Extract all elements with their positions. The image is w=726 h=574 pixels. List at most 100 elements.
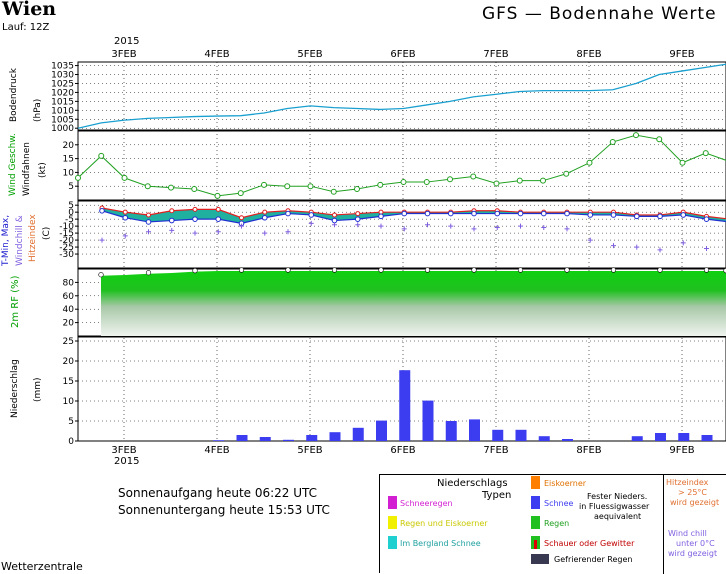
precip-bar (655, 433, 666, 441)
rh-point (331, 267, 338, 273)
precip-bar (538, 436, 550, 441)
precip-bar (352, 427, 364, 441)
precip-tick-label: 5 (68, 417, 74, 427)
pressure-tick-label: 1000 (51, 124, 74, 134)
panel-frame-temp (77, 200, 726, 269)
precip-bar (306, 435, 318, 441)
year-label-bottom: 2015 (114, 456, 140, 467)
windchill-marker (262, 230, 268, 236)
tmax-point (355, 211, 361, 217)
swatch-gefrierend (531, 554, 549, 564)
windchill-marker (425, 222, 430, 228)
tmin-point (145, 219, 152, 225)
wind-series-line (77, 134, 726, 197)
precipitation-type-legend: Niederschlags Typen Schneeregen Regen un… (379, 474, 726, 574)
pressure-tick-label: 1015 (51, 97, 74, 107)
wind-point (307, 183, 314, 190)
windchill-marker (215, 229, 221, 235)
rh-point (723, 268, 726, 274)
windchill-marker (680, 240, 686, 246)
wind-point (633, 132, 639, 139)
date-label-top: 6FEB (390, 49, 415, 60)
footer-credit: Wetterzentrale (1, 560, 83, 573)
windchill-marker (308, 220, 314, 226)
rh-point (657, 267, 663, 273)
temp-tick-label: -30 (59, 250, 74, 260)
windchill-marker (285, 229, 291, 235)
pressure-axis-label: Bodendruck (9, 68, 19, 122)
swatch-schneeregen (388, 496, 397, 509)
wind-point (540, 177, 546, 184)
pressure-tick-label: 1005 (51, 115, 74, 125)
pressure-series-line (77, 63, 726, 129)
wind-point (330, 188, 337, 195)
date-label-top: 5FEB (297, 49, 322, 60)
swatch-regen-eis (388, 516, 397, 529)
tmin-point (308, 212, 315, 218)
wind-point (493, 180, 500, 187)
tmax-point (192, 206, 198, 212)
tmin-point (540, 210, 547, 217)
wind-axis-unit: (kt) (38, 162, 48, 178)
tmin-point (657, 213, 663, 220)
windchill-marker (169, 227, 175, 233)
rh-axis-label: 2m RF (%) (10, 275, 21, 328)
precip-bar (213, 440, 225, 441)
tmin-point (564, 210, 570, 217)
legend-chill-1: Wind chill (668, 529, 707, 538)
tmin-point (494, 210, 501, 217)
tmin-point (610, 212, 617, 218)
model-run: Lauf: 12Z (2, 22, 50, 33)
tmin-point (285, 210, 291, 217)
wind-point (423, 179, 430, 186)
swatch-bergland (388, 536, 397, 549)
windchill-marker (192, 230, 198, 236)
temp-tick-label: 5 (68, 201, 74, 211)
wind-tick-label: 20 (63, 141, 75, 151)
legend-fest-3: aequivalent (594, 512, 642, 521)
windchill-axis-label: Windchill & (15, 215, 25, 266)
swatch-schauer (531, 536, 540, 549)
windchill-marker (634, 244, 640, 250)
wind-vane-label: Windfahnen (22, 142, 32, 196)
legend-chill-2: unter 0°C (676, 539, 715, 548)
wind-point (354, 185, 360, 192)
precip-bar (236, 435, 248, 441)
date-label-bottom: 9FEB (669, 445, 694, 456)
wind-point (284, 183, 291, 190)
temp-tick-label: -5 (65, 215, 74, 225)
date-label-bottom: 5FEB (297, 445, 322, 456)
legend-regen: Regen (544, 519, 570, 528)
wind-point (609, 139, 616, 146)
tmax-point (122, 209, 128, 215)
swatch-schnee (531, 496, 540, 509)
wind-point (261, 181, 267, 188)
temp-axis-unit: (C) (42, 226, 52, 240)
windchill-marker (146, 229, 151, 235)
tmin-point (192, 216, 198, 222)
windchill-marker (611, 243, 616, 249)
legend-schneeregen: Schneeregen (400, 499, 453, 508)
wind-point (702, 150, 709, 157)
precip-bar (445, 421, 457, 441)
tmin-point (215, 216, 222, 222)
wind-point (563, 170, 570, 177)
wind-point (121, 174, 128, 181)
precip-bar (562, 439, 573, 441)
heatindex-axis-label: Hitzeindex (28, 214, 38, 262)
tmax-point (215, 206, 221, 212)
rh-tick-label: 20 (63, 319, 75, 329)
wind-point (237, 190, 244, 197)
tmin-point (331, 217, 338, 224)
legend-schauer: Schauer oder Gewitter (544, 539, 635, 548)
tmin-point (517, 210, 524, 217)
tmax-point (239, 215, 244, 221)
date-label-bottom: 6FEB (390, 445, 415, 456)
wind-point (516, 177, 523, 184)
rh-point (192, 268, 198, 274)
windchill-marker (401, 226, 407, 232)
pressure-tick-label: 1020 (51, 88, 74, 98)
precip-bar (259, 437, 271, 441)
legend-divider (663, 475, 664, 574)
